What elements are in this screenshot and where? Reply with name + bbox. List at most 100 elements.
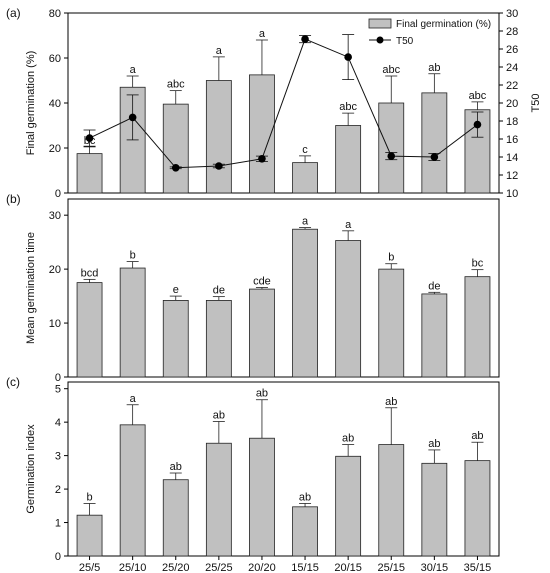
- significance-letter: abc: [339, 101, 357, 113]
- bar: [421, 293, 448, 378]
- y2-tick-label: 18: [506, 116, 518, 128]
- bar: [378, 444, 405, 557]
- significance-letter: de: [428, 280, 440, 292]
- bar: [421, 462, 448, 557]
- y2-tick-label: 28: [506, 26, 518, 38]
- x-tick-label: 25/20: [162, 562, 190, 573]
- significance-letter: ab: [342, 433, 354, 445]
- y-tick-label: 60: [49, 53, 61, 65]
- bar: [162, 479, 189, 557]
- plot-frame: [67, 381, 500, 557]
- y-tick-label: 5: [55, 384, 61, 396]
- bar: [378, 268, 405, 378]
- panel-label: (b): [6, 192, 21, 206]
- bar: [335, 240, 362, 378]
- y-tick-label: 0: [55, 551, 61, 563]
- significance-letter: b: [130, 250, 136, 262]
- t50-point: [171, 164, 180, 172]
- significance-letter: de: [213, 285, 225, 297]
- y2-tick-label: 22: [506, 80, 518, 92]
- bar: [292, 506, 318, 557]
- y2-tick-label: 10: [506, 188, 518, 200]
- y-tick-label: 30: [49, 210, 61, 222]
- significance-letter: ab: [299, 491, 311, 503]
- x-tick-label: 35/15: [464, 562, 492, 573]
- significance-letter: ab: [256, 388, 268, 400]
- significance-letter: bc: [472, 258, 484, 270]
- t50-point: [128, 113, 137, 122]
- bar: [119, 424, 146, 557]
- y2-tick-label: 30: [506, 8, 518, 20]
- y-tick-label: 0: [55, 372, 61, 384]
- bar: [205, 300, 232, 378]
- legend: Final germination (%) T50: [366, 16, 494, 49]
- significance-letter: ab: [170, 461, 182, 473]
- y2-tick-label: 14: [506, 152, 518, 164]
- bar: [421, 92, 448, 194]
- significance-letter: b: [388, 252, 394, 264]
- x-tick-label: 25/10: [119, 562, 147, 573]
- bar: [292, 228, 318, 378]
- x-tick-label: 20/20: [248, 562, 276, 573]
- bar: [205, 80, 232, 194]
- y-axis-label: Germination index: [25, 424, 37, 514]
- significance-letter: abc: [469, 90, 487, 102]
- significance-letter: cde: [253, 275, 271, 287]
- bar: [335, 125, 362, 194]
- y-tick-label: 2: [55, 484, 61, 496]
- t50-point: [430, 153, 439, 161]
- t50-point: [215, 162, 223, 170]
- y-tick-label: 4: [55, 417, 61, 429]
- significance-letter: ab: [213, 409, 225, 421]
- bar: [378, 102, 405, 194]
- bar: [249, 74, 275, 194]
- y-tick-label: 20: [49, 143, 61, 155]
- t50-point: [85, 134, 94, 142]
- y2-tick-label: 20: [506, 98, 518, 110]
- panel-2: 0 10 20 30 Mean germination time (b) bcd b e de cd…: [6, 192, 500, 384]
- x-tick-label: 25/5: [79, 562, 100, 573]
- t50-point: [387, 152, 396, 160]
- bar: [162, 103, 189, 194]
- legend-swatch-bar: [368, 18, 392, 29]
- y-tick-label: 3: [55, 451, 61, 463]
- bar: [292, 162, 318, 194]
- bar: [76, 153, 103, 194]
- bar: [119, 267, 146, 378]
- significance-letter: b: [86, 491, 92, 503]
- x-tick-label: 25/15: [377, 562, 405, 573]
- significance-letter: a: [345, 219, 352, 231]
- significance-letter: ab: [428, 438, 440, 450]
- y2-tick-label: 16: [506, 134, 518, 146]
- t50-point: [301, 35, 309, 43]
- significance-letter: ab: [385, 396, 397, 408]
- significance-letter: ab: [428, 62, 440, 74]
- y-tick-label: 80: [49, 8, 61, 20]
- significance-letter: a: [130, 64, 137, 76]
- y2-tick-label: 12: [506, 170, 518, 182]
- y2-axis-label: T50: [530, 94, 542, 113]
- bar: [464, 460, 491, 557]
- bar: [76, 514, 103, 557]
- bar: [249, 437, 275, 557]
- y-tick-label: 20: [49, 264, 61, 276]
- y-tick-label: 0: [55, 188, 61, 200]
- panel-label: (a): [6, 6, 21, 20]
- x-tick-label: 30/15: [421, 562, 449, 573]
- t50-point: [473, 120, 482, 129]
- t50-line: [89, 38, 478, 169]
- t50-point: [344, 53, 352, 61]
- significance-letter: a: [216, 45, 223, 57]
- significance-letter: ab: [471, 430, 483, 442]
- y2-tick-label: 26: [506, 44, 518, 56]
- bar: [249, 288, 275, 378]
- bar: [464, 109, 491, 194]
- bar: [464, 276, 491, 378]
- bar: [76, 282, 103, 378]
- significance-letter: bcd: [81, 267, 99, 279]
- significance-letter: abc: [382, 64, 400, 76]
- bar: [335, 455, 362, 557]
- y2-tick-label: 24: [506, 62, 518, 74]
- y-tick-label: 10: [49, 318, 61, 330]
